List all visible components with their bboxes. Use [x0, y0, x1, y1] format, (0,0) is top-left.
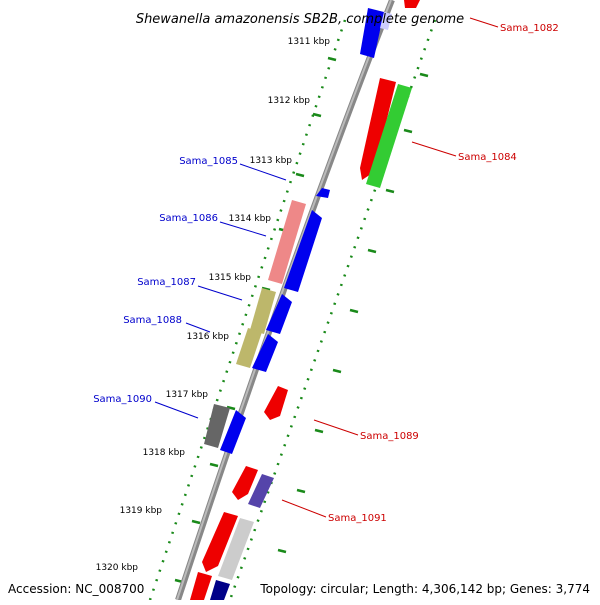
- gene-label-sama-1087[interactable]: Sama_1087: [137, 277, 196, 288]
- tick-label: 1318 kbp: [143, 448, 186, 458]
- tick-label: 1319 kbp: [120, 506, 163, 516]
- gene-label-sama-1084[interactable]: Sama_1084: [458, 152, 517, 163]
- tick-label: 1320 kbp: [96, 563, 139, 573]
- dotted-tracks: [148, 19, 437, 601]
- gene-gray-feature[interactable]: [218, 518, 254, 580]
- gene-blue-feature-highlight: [380, 12, 392, 30]
- gene-blue-feature-3[interactable]: [266, 294, 292, 334]
- tick-marks-right: [277, 72, 429, 554]
- tick-labels: 1311 kbp 1312 kbp 1313 kbp 1314 kbp 1315…: [96, 37, 331, 573]
- gene-label-sama-1082[interactable]: Sama_1082: [500, 23, 559, 34]
- gene-blue-feature-5[interactable]: [220, 410, 246, 454]
- reverse-features: [204, 8, 392, 454]
- gene-sama-1087-feature[interactable]: [250, 288, 276, 334]
- gene-sama-1090-feature[interactable]: [204, 404, 230, 448]
- forward-features: [190, 0, 420, 600]
- gene-sama-1085-feature[interactable]: [316, 188, 330, 198]
- gene-label-sama-1091[interactable]: Sama_1091: [328, 513, 387, 524]
- gene-navy-feature[interactable]: [210, 580, 230, 600]
- right-gene-labels: Sama_1082 Sama_1084 Sama_1089 Sama_1091: [328, 23, 559, 524]
- gene-sama-1084-feature[interactable]: [366, 84, 412, 188]
- accession-label: Accession: NC_008700: [8, 582, 145, 596]
- tick-label: 1317 kbp: [166, 390, 209, 400]
- gene-blue-feature-4[interactable]: [252, 334, 278, 372]
- left-gene-labels: Sama_1085 Sama_1086 Sama_1087 Sama_1088 …: [93, 156, 238, 405]
- genome-backbone-highlight: [176, 0, 392, 601]
- tick-label: 1316 kbp: [187, 332, 230, 342]
- gene-blue-feature[interactable]: [360, 8, 384, 58]
- tick-label: 1311 kbp: [288, 37, 331, 47]
- gene-red-feature-4[interactable]: [190, 572, 212, 600]
- tick-label: 1313 kbp: [250, 156, 293, 166]
- gene-red-feature-3[interactable]: [202, 512, 238, 572]
- gene-sama-1086-feature[interactable]: [268, 200, 306, 284]
- gene-sama-1082-feature[interactable]: [404, 0, 420, 8]
- topology-label: Topology: circular; Length: 4,306,142 bp…: [260, 582, 590, 596]
- left-dotted-track: [148, 19, 347, 601]
- tick-label: 1312 kbp: [268, 96, 311, 106]
- gene-sama-1089-feature[interactable]: [264, 386, 288, 420]
- gene-label-sama-1088[interactable]: Sama_1088: [123, 315, 182, 326]
- gene-sama-1088-feature[interactable]: [236, 328, 262, 368]
- map-title: Shewanella amazonensis SB2B, complete ge…: [136, 12, 464, 27]
- gene-label-sama-1089[interactable]: Sama_1089: [360, 431, 419, 442]
- tick-label: 1314 kbp: [229, 214, 272, 224]
- gene-sama-1091-feature[interactable]: [248, 474, 274, 508]
- gene-label-sama-1086[interactable]: Sama_1086: [159, 213, 218, 224]
- tick-label: 1315 kbp: [209, 273, 252, 283]
- gene-red-feature-2[interactable]: [232, 466, 258, 500]
- gene-red-feature[interactable]: [360, 78, 396, 180]
- gene-label-sama-1085[interactable]: Sama_1085: [179, 156, 238, 167]
- label-connectors: [154, 17, 499, 518]
- gene-blue-feature-2[interactable]: [284, 210, 322, 292]
- gene-label-sama-1090[interactable]: Sama_1090: [93, 394, 152, 405]
